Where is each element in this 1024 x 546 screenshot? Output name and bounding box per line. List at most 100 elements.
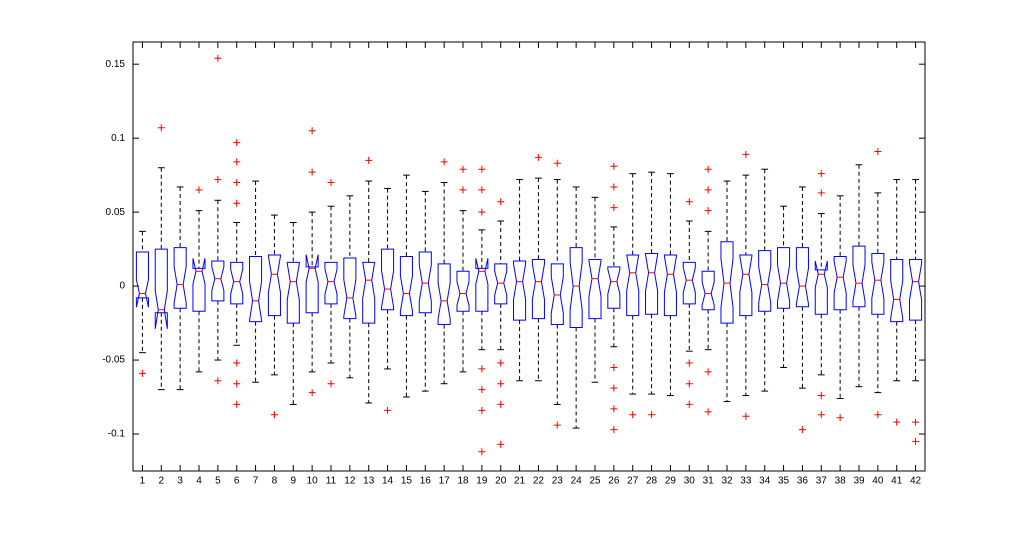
x-tick-label: 16: [420, 476, 432, 487]
box: [852, 245, 866, 308]
outlier: [233, 139, 241, 147]
x-tick-label: 25: [589, 476, 601, 487]
box: [437, 263, 451, 326]
outlier: [685, 359, 693, 367]
outlier: [610, 183, 618, 191]
outlier: [497, 380, 505, 388]
box: [305, 254, 319, 314]
box: [701, 270, 715, 311]
x-tick-label: 12: [344, 476, 356, 487]
x-tick-label: 23: [552, 476, 564, 487]
outlier: [233, 158, 241, 166]
outlier: [233, 380, 241, 388]
outlier: [629, 411, 637, 419]
outlier: [195, 186, 203, 194]
box: [550, 263, 564, 326]
outlier: [817, 411, 825, 419]
outlier: [648, 411, 656, 419]
x-tick-label: 24: [571, 476, 583, 487]
plot-frame: [132, 41, 926, 472]
outlier: [497, 440, 505, 448]
outlier: [685, 198, 693, 206]
outlier: [817, 392, 825, 400]
box: [607, 266, 621, 309]
box: [249, 256, 263, 323]
box: [569, 247, 583, 329]
outlier: [233, 400, 241, 408]
x-tick-label: 27: [627, 476, 639, 487]
outlier: [497, 400, 505, 408]
y-tick-label: -0.05: [102, 355, 125, 366]
outlier: [553, 421, 561, 429]
outlier: [874, 411, 882, 419]
outlier: [704, 408, 712, 416]
outlier: [836, 414, 844, 422]
outlier: [214, 176, 222, 184]
box: [663, 254, 677, 317]
box: [267, 254, 281, 317]
x-tick-label: 7: [253, 476, 259, 487]
x-tick-label: 26: [608, 476, 620, 487]
box: [192, 258, 206, 312]
box: [777, 247, 791, 309]
box: [814, 260, 828, 315]
box: [645, 253, 659, 315]
x-tick-label: 37: [816, 476, 828, 487]
outlier: [478, 448, 486, 456]
outlier: [553, 159, 561, 167]
box: [418, 251, 432, 314]
x-tick-label: 28: [646, 476, 658, 487]
x-tick-label: 4: [196, 476, 202, 487]
outlier: [270, 411, 278, 419]
box: [720, 241, 734, 324]
outlier: [874, 147, 882, 155]
box: [531, 258, 545, 320]
outlier: [440, 158, 448, 166]
outlier: [478, 165, 486, 173]
outlier: [459, 186, 467, 194]
outlier: [233, 179, 241, 187]
box: [795, 247, 809, 308]
box: [739, 254, 753, 317]
outlier: [798, 426, 806, 434]
outlier: [478, 208, 486, 216]
y-tick-label: 0.15: [106, 59, 126, 70]
outlier: [610, 384, 618, 392]
box: [343, 257, 357, 320]
outlier: [817, 189, 825, 197]
x-tick-label: 36: [797, 476, 809, 487]
outlier: [534, 153, 542, 161]
outlier: [384, 406, 392, 414]
box: [286, 261, 300, 324]
outlier: [138, 369, 146, 377]
outlier: [233, 199, 241, 207]
x-tick-label: 20: [495, 476, 507, 487]
x-tick-label: 18: [457, 476, 469, 487]
outlier: [308, 127, 316, 135]
outlier: [704, 186, 712, 194]
x-tick-label: 9: [291, 476, 297, 487]
outlier: [817, 170, 825, 178]
x-tick-label: 19: [476, 476, 488, 487]
outlier: [478, 386, 486, 394]
outlier: [610, 405, 618, 413]
outlier: [308, 389, 316, 397]
box: [362, 261, 376, 324]
outlier: [308, 168, 316, 176]
x-tick-label: 5: [215, 476, 221, 487]
x-tick-label: 30: [684, 476, 696, 487]
x-tick-label: 17: [439, 476, 451, 487]
x-tick-label: 40: [872, 476, 884, 487]
box: [475, 258, 489, 312]
y-tick-label: -0.1: [108, 429, 126, 440]
x-tick-label: 29: [665, 476, 677, 487]
y-tick-label: 0.05: [106, 207, 126, 218]
x-tick-label: 22: [533, 476, 545, 487]
box: [682, 261, 696, 305]
outlier: [610, 363, 618, 371]
box: [211, 260, 225, 302]
box: [758, 250, 772, 312]
box: [588, 258, 602, 320]
outlier: [912, 437, 920, 445]
